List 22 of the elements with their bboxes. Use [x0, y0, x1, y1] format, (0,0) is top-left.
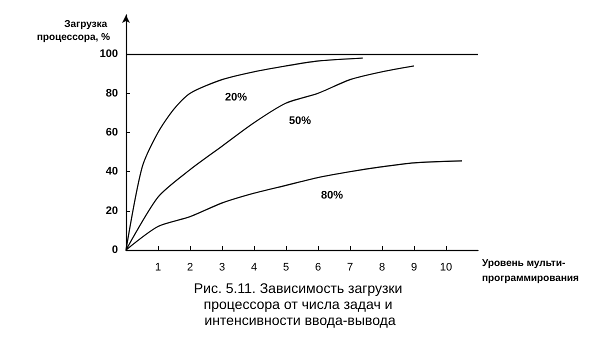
y-tick-label: 60	[106, 126, 118, 138]
text: Рис. 5.11. Зависимость загрузки процессора от числа задач и интенсивности ввода-вывода	[194, 280, 406, 328]
series-label: 80%	[320, 190, 344, 202]
y-tick-label: 0	[112, 244, 118, 256]
y-tick-label: 100	[100, 48, 118, 60]
y-tick-label: 20	[106, 204, 118, 217]
x-tick-label: 2	[186, 262, 194, 274]
y-tick-label: 40	[106, 166, 118, 178]
series-label: 20%	[224, 92, 248, 104]
x-tick-label: 4	[250, 262, 258, 274]
y-tick-label: 80	[106, 87, 118, 100]
x-tick-label: 5	[282, 262, 290, 274]
x-axis-title: Уровень мульти-программирования	[482, 258, 580, 284]
x-tick-label: 6	[314, 262, 322, 274]
x-tick-label: 3	[218, 262, 226, 274]
x-tick-label: 7	[346, 262, 354, 274]
series-label: 50%	[288, 115, 312, 128]
y-axis-title: Загрузка процессора, %	[36, 19, 110, 43]
x-tick-label: 8	[378, 262, 386, 274]
x-tick-label: 9	[410, 262, 418, 274]
x-tick-label: 1	[154, 262, 162, 274]
x-tick-label: 10	[440, 262, 452, 274]
